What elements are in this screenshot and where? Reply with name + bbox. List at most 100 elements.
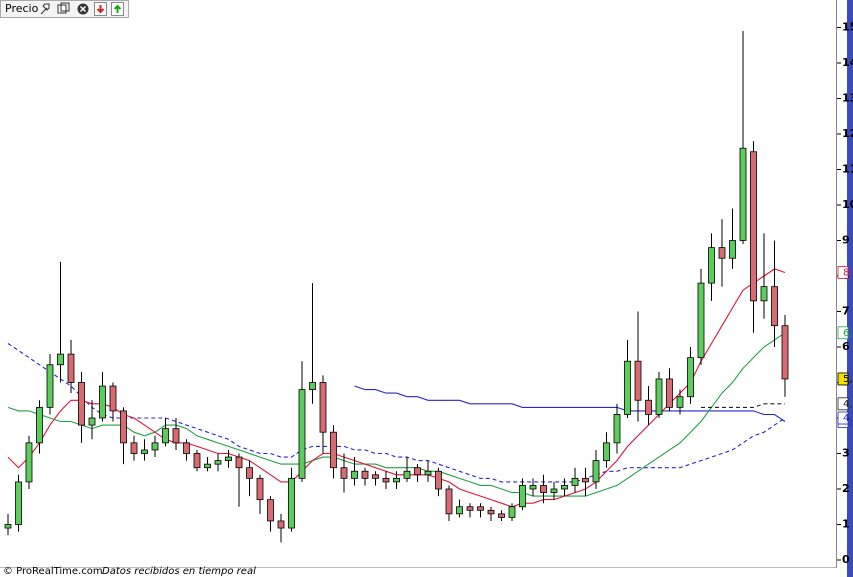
candle-body — [351, 470, 358, 479]
close-icon-x — [79, 5, 87, 13]
candle-body — [592, 460, 600, 483]
candle-body — [340, 467, 348, 479]
y-tick-label: 12 — [842, 127, 853, 140]
move-up-arrow — [113, 4, 122, 13]
candle-body — [172, 428, 180, 444]
candle-body — [414, 467, 421, 476]
candle-body — [498, 513, 505, 518]
candle-body — [46, 364, 54, 408]
candle-body — [435, 470, 442, 490]
indicator-line — [7, 332, 786, 497]
candle-body — [456, 506, 463, 515]
candle-body — [78, 382, 85, 426]
y-tick-label: 9 — [842, 234, 850, 247]
candle-body — [277, 520, 285, 529]
candle-body — [624, 360, 631, 415]
candle-body — [141, 449, 148, 454]
y-tick-label: 11 — [842, 163, 853, 176]
candle-body — [403, 470, 411, 479]
value-tag: 5, — [843, 374, 853, 385]
candle-body — [613, 414, 621, 444]
candle-body — [487, 509, 495, 515]
y-tick-label: 14 — [842, 56, 853, 69]
candle-body — [708, 247, 715, 284]
candle-body — [4, 524, 12, 529]
candle-body — [466, 506, 474, 511]
value-tag-box — [837, 411, 849, 425]
candle-body — [109, 385, 117, 412]
candle-body — [729, 240, 736, 259]
candle-body — [760, 286, 768, 302]
candle-body — [57, 353, 64, 366]
candle-body — [225, 456, 232, 461]
candle-body — [319, 382, 327, 433]
candle-body — [508, 506, 516, 518]
plot — [4, 31, 789, 543]
candle-body — [36, 406, 43, 444]
candle-body — [571, 477, 579, 486]
y-tick-label: 1 — [842, 518, 850, 531]
value-tag-box — [837, 266, 849, 279]
candle-body — [256, 477, 264, 501]
candle-body — [15, 481, 22, 525]
window-icon-back[interactable] — [60, 2, 70, 12]
candle-body — [561, 485, 568, 490]
candle-body — [445, 488, 453, 515]
y-tick-label: 6 — [842, 340, 850, 353]
candle-body — [382, 477, 390, 483]
y-tick-label: 10 — [842, 198, 853, 211]
candle-body — [781, 325, 789, 380]
candle-body — [67, 353, 75, 383]
header: Precio — [0, 0, 129, 18]
candle-body — [603, 442, 610, 462]
indicator-line — [7, 343, 786, 483]
candle-body — [183, 442, 190, 454]
settings-icon[interactable] — [40, 3, 50, 15]
candle-body — [687, 357, 694, 398]
window-icon[interactable] — [57, 4, 67, 14]
value-tag-box — [837, 397, 849, 411]
candle-body — [540, 485, 547, 493]
value-tag-box — [837, 372, 849, 386]
candle-body — [519, 485, 526, 508]
footer-note: Datos recibidos en tiempo real — [102, 566, 256, 577]
candle-body — [655, 378, 663, 415]
value-tag: 4, — [843, 413, 853, 424]
candle-body — [634, 360, 642, 401]
candle-body — [424, 470, 432, 476]
candle-body — [204, 463, 211, 469]
candle-body — [88, 417, 96, 426]
candle-body — [214, 460, 222, 465]
candle-body — [267, 499, 274, 522]
candle-body — [393, 477, 400, 483]
candle-body — [718, 247, 726, 259]
candle-body — [162, 428, 169, 444]
candle-body — [477, 506, 484, 511]
indicator-line — [354, 385, 786, 422]
candle-body — [130, 442, 138, 454]
candle-body — [582, 477, 589, 483]
value-tag: 6, — [843, 328, 853, 339]
candle-body — [193, 453, 201, 469]
candle-body — [676, 396, 684, 408]
y-tick-label: 13 — [842, 92, 853, 105]
candle-body — [246, 467, 253, 479]
footer-source: © ProRealTime.com — [3, 566, 103, 577]
indicator-line — [701, 403, 785, 408]
scroll-strip — [847, 0, 853, 577]
candle-body — [666, 378, 673, 408]
candle-body — [372, 474, 379, 479]
y-tick-label: 7 — [842, 305, 850, 318]
y-tick-label: 2 — [842, 482, 850, 495]
candle-body — [529, 485, 537, 490]
candle-body — [361, 470, 369, 479]
candle-body — [771, 286, 778, 327]
candle-body — [151, 442, 159, 451]
candle-body — [330, 431, 337, 469]
candle-body — [739, 147, 747, 241]
candle-body — [697, 282, 705, 359]
header-title: Precio — [5, 2, 39, 15]
